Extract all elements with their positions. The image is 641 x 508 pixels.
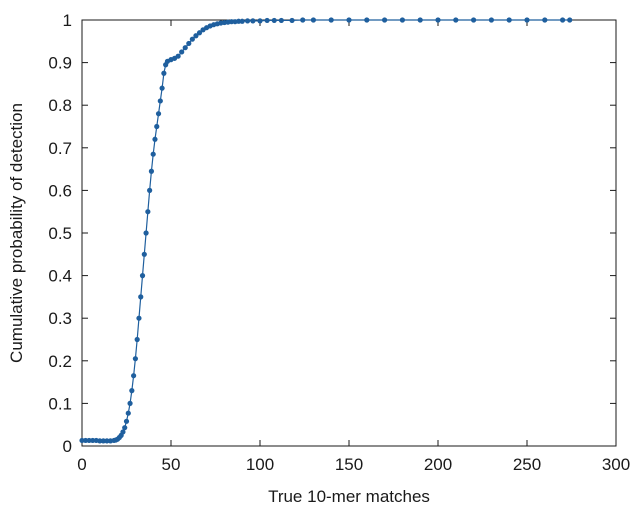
tick-labels: 0 50 100 150 200 250 300 0 0.1 0.2 0.3 0.4 0.5 0.6 0.7…: [48, 11, 630, 474]
y-tick-label: 0.1: [48, 394, 72, 413]
data-point: [161, 70, 167, 76]
data-point: [300, 17, 306, 23]
data-point: [143, 230, 149, 236]
data-point: [134, 336, 140, 343]
data-point: [435, 17, 441, 23]
x-tick-label: 50: [162, 455, 181, 474]
data-point: [417, 17, 423, 23]
data-point: [155, 111, 162, 117]
series-layer: [79, 17, 573, 444]
data-point: [127, 400, 133, 406]
data-point: [264, 17, 270, 24]
y-tick-label: 0.9: [48, 54, 72, 73]
data-point: [250, 18, 256, 24]
data-point: [542, 17, 548, 23]
y-tick-label: 0.5: [48, 224, 72, 243]
data-point: [141, 251, 147, 257]
data-point: [138, 294, 144, 300]
data-point: [186, 40, 192, 47]
data-point: [289, 17, 295, 24]
data-point: [257, 18, 263, 24]
data-point: [86, 437, 92, 444]
data-point: [90, 437, 96, 444]
y-tick-label: 0.3: [48, 309, 72, 328]
data-point: [131, 373, 137, 379]
data-point: [278, 17, 284, 24]
series-line: [82, 19, 570, 442]
data-point: [399, 17, 405, 23]
data-point: [125, 410, 131, 416]
y-tick-label: 0.4: [48, 267, 72, 286]
data-point: [104, 438, 110, 444]
data-point: [189, 36, 195, 42]
y-tick-label: 1: [63, 11, 72, 30]
data-point: [120, 429, 126, 435]
data-point: [79, 437, 85, 444]
data-point: [193, 33, 199, 39]
data-point: [150, 151, 156, 157]
data-point: [346, 17, 352, 23]
data-point: [310, 17, 316, 23]
data-point: [179, 49, 185, 55]
x-tick-label: 150: [335, 455, 363, 474]
data-point: [271, 17, 277, 24]
y-tick-label: 0.6: [48, 181, 72, 200]
data-point: [328, 17, 334, 23]
data-point: [152, 136, 158, 142]
data-point: [488, 17, 494, 23]
y-tick-label: 0.2: [48, 352, 72, 371]
data-point: [567, 17, 573, 23]
data-point: [560, 17, 566, 23]
x-tick-label: 100: [246, 455, 274, 474]
data-point: [382, 17, 388, 23]
x-tick-label: 250: [513, 455, 541, 474]
data-point: [244, 18, 251, 24]
data-point: [175, 53, 181, 59]
data-point: [132, 356, 138, 362]
data-point: [82, 437, 89, 444]
plot-area: [79, 17, 617, 447]
data-point: [139, 273, 146, 279]
data-point: [159, 85, 165, 91]
x-tick-label: 200: [424, 455, 452, 474]
data-point: [453, 17, 459, 23]
data-point: [147, 187, 153, 193]
data-point: [148, 168, 155, 174]
y-tick-label: 0.7: [48, 139, 72, 158]
data-point: [122, 425, 128, 431]
y-axis-label: Cumulative probability of detection: [7, 103, 26, 363]
data-point: [154, 123, 160, 130]
data-point: [228, 19, 235, 25]
data-point: [196, 30, 203, 36]
data-point: [236, 18, 242, 24]
data-point: [136, 315, 142, 321]
data-point: [239, 18, 245, 24]
data-point: [157, 98, 163, 104]
y-tick-label: 0.8: [48, 96, 72, 115]
data-point: [364, 17, 370, 23]
x-axis-label: True 10-mer matches: [268, 487, 430, 506]
x-tick-label: 0: [77, 455, 86, 474]
data-point: [145, 209, 151, 215]
data-point: [524, 17, 530, 23]
data-point: [123, 418, 130, 424]
data-point: [471, 17, 477, 23]
data-point: [182, 45, 188, 51]
data-point: [129, 388, 135, 394]
x-tick-label: 300: [602, 455, 630, 474]
data-point: [97, 438, 103, 444]
data-point: [100, 438, 106, 444]
y-tick-label: 0: [63, 437, 72, 456]
data-point: [506, 17, 512, 23]
